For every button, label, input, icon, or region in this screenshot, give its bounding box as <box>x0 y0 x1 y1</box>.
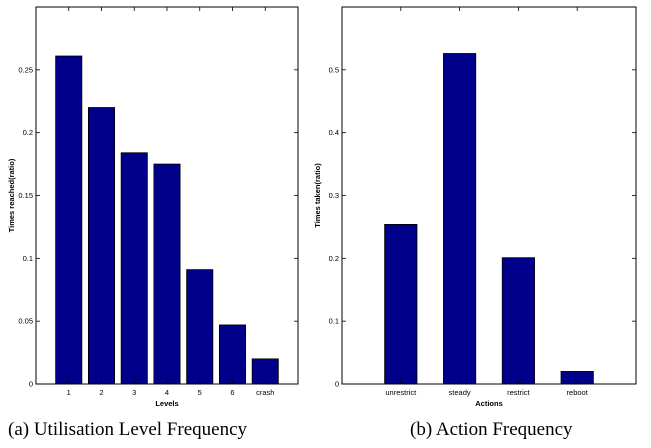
bar-2 <box>88 107 116 385</box>
x-tick-label: 3 <box>132 388 136 397</box>
bar-6 <box>218 324 246 385</box>
bar-5 <box>186 269 214 385</box>
chart-utilisation-level: 0 0.05 0.1 0.15 0.2 0.25 1 2 3 4 5 6 crash Levels Time… <box>7 6 299 408</box>
y-tick-label: 0.1 <box>329 317 339 326</box>
x-tick-label: 1 <box>67 388 71 397</box>
x-tick-label: 6 <box>230 388 234 397</box>
x-tick-label: crash <box>256 388 274 397</box>
bar-1 <box>55 55 83 385</box>
y-tick-label: 0.5 <box>329 65 339 74</box>
y-tick-label: 0.05 <box>18 317 33 326</box>
y-tick-label: 0 <box>335 380 339 389</box>
x-axis-label: Levels <box>155 399 178 408</box>
bar-crash <box>251 358 279 385</box>
y-tick-label: 0.15 <box>18 191 33 200</box>
x-tick-label: 5 <box>198 388 202 397</box>
y-tick-label: 0 <box>29 380 33 389</box>
chart-action-frequency: 0 0.1 0.2 0.3 0.4 0.5 unrestrict steady restrict… <box>313 6 637 408</box>
x-axis-label: Actions <box>475 399 503 408</box>
bar-unrestrict <box>384 223 418 385</box>
caption-utilisation-level: (a) Utilisation Level Frequency <box>8 419 248 440</box>
x-tick-label: unrestrict <box>385 388 417 397</box>
y-tick-label: 0.25 <box>18 65 33 74</box>
figure: 0 0.05 0.1 0.15 0.2 0.25 1 2 3 4 5 6 crash Levels Time… <box>7 6 637 408</box>
y-tick-label: 0.2 <box>329 254 339 263</box>
caption-action-frequency: (b) Action Frequency <box>410 419 573 440</box>
y-tick-label: 0.3 <box>329 191 339 200</box>
x-tick-label: steady <box>449 388 471 397</box>
y-axis-label: Times taken(ratio) <box>313 163 322 228</box>
y-tick-label: 0.2 <box>23 128 33 137</box>
bar-3 <box>120 152 148 385</box>
y-tick-label: 0.4 <box>329 128 339 137</box>
bar-4 <box>153 163 181 385</box>
y-axis-label: Times reached(ratio) <box>7 158 16 232</box>
x-tick-label: reboot <box>567 388 589 397</box>
x-tick-label: 4 <box>165 388 169 397</box>
y-tick-label: 0.1 <box>23 254 33 263</box>
x-tick-label: 2 <box>99 388 103 397</box>
x-tick-label: restrict <box>507 388 530 397</box>
bar-restrict <box>501 257 535 385</box>
bar-steady <box>443 53 477 385</box>
